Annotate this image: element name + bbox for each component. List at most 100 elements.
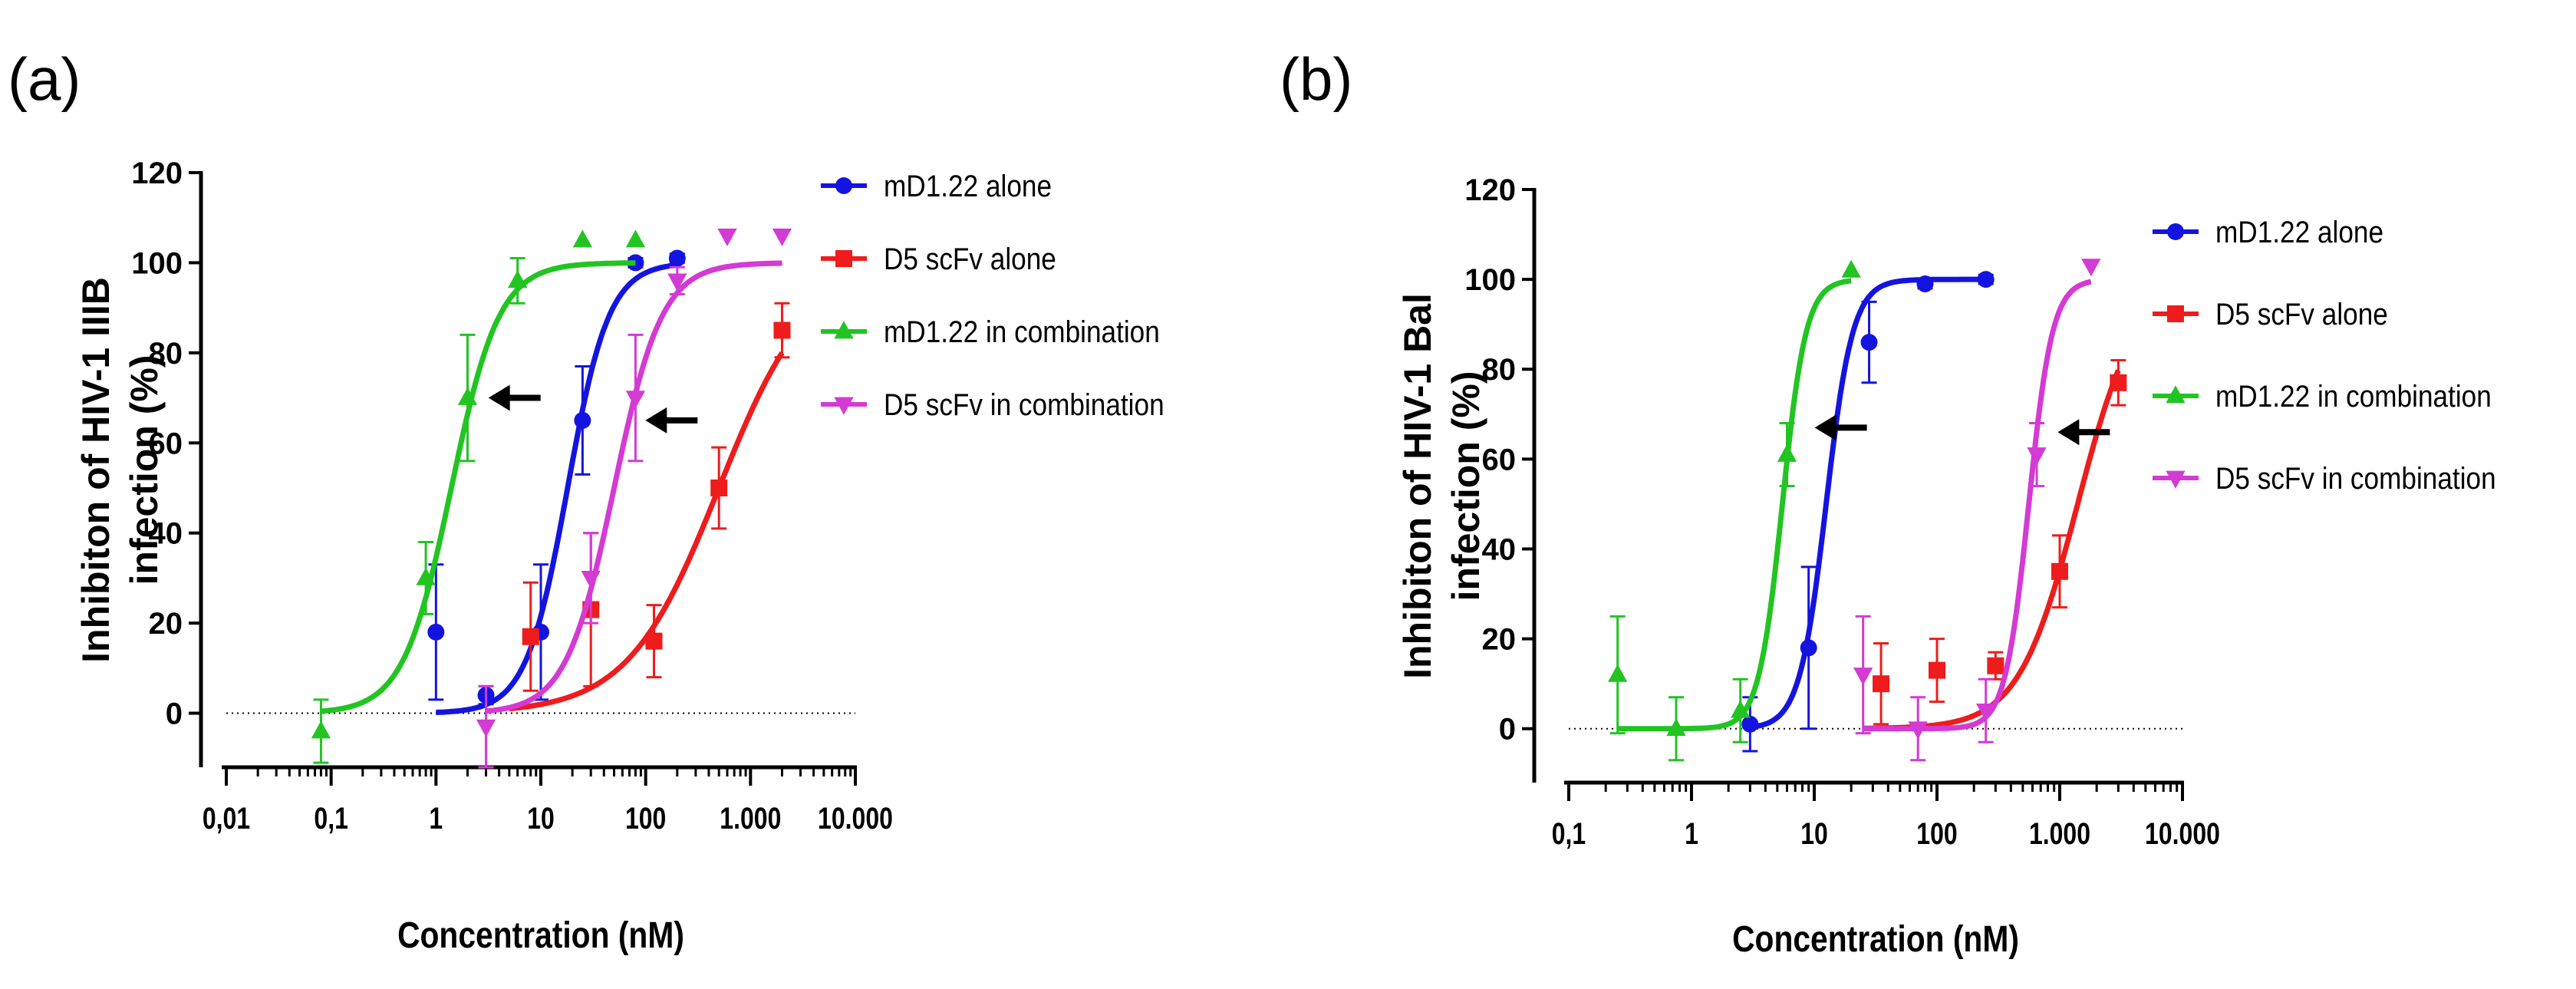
data-point [476,719,496,737]
series-d5-scfv-in-combination [1853,259,2101,762]
legend-label: D5 scFv alone [2215,297,2388,331]
arrow-annotation [2057,419,2110,446]
y-tick-label: 120 [131,157,183,190]
fit-curve [1749,276,1986,730]
data-point [1916,275,1934,292]
data-point [773,321,791,339]
data-point [2110,374,2127,391]
fit-curve [1863,369,2121,731]
x-tick-label: 1 [429,801,443,836]
y-tick-label: 40 [1482,532,1517,566]
data-point [772,228,792,246]
arrow-head [2057,419,2080,446]
y-axis-title-line1: Inhibiton of HIV-1 IIIB [74,277,117,663]
data-point [1860,334,1878,351]
arrow-annotation [488,384,541,411]
data-point [1929,661,1945,679]
fit-curve [509,351,785,712]
legend-label: mD1.22 in combination [2215,379,2492,414]
panel-b-label: (b) [1280,45,1353,113]
legend-label: mD1.22 alone [2215,215,2383,249]
x-tick-label: 1.000 [720,801,781,836]
data-point [1853,668,1873,686]
y-tick-label: 60 [149,427,183,460]
data-point [311,720,331,739]
legend-label: mD1.22 alone [884,169,1052,203]
y-tick-label: 40 [149,517,183,551]
arrow-head [1814,414,1836,441]
data-point [717,228,737,246]
series-d5-scfv-alone [1863,359,2127,731]
data-point [581,571,601,589]
y-axis-title-line2: infection (%) [1444,371,1487,602]
data-point [1741,715,1759,733]
fit-curve [436,262,678,715]
fit-curve [1863,279,2092,732]
legend-entry: D5 scFv alone [821,242,1056,276]
data-point [1987,657,2004,674]
data-point [1873,675,1890,693]
data-point [1608,664,1628,682]
x-axis-title: Concentration (nM) [1732,919,2019,960]
chart-panel-a: 0 20 40 60 80 100 120 0,01 0,1 1 10 100 1.000 10.000 C… [74,157,1164,956]
data-point [1666,717,1686,737]
data-point [574,411,591,429]
legend-entry: mD1.22 alone [821,169,1052,203]
legend-label: D5 scFv alone [884,242,1056,276]
y-tick-label: 60 [1482,443,1517,476]
x-tick-label: 0,1 [314,801,348,836]
arrow-annotation [1814,414,1867,441]
data-point [1731,700,1751,718]
x-tick-label: 1 [1685,816,1698,851]
data-point [2081,259,2101,277]
x-tick-label: 0,1 [1552,816,1586,851]
fit-curve [321,260,636,714]
x-tick-label: 10.000 [818,801,893,836]
legend-label: D5 scFv in combination [2215,461,2496,496]
x-tick-label: 0,01 [203,801,250,836]
data-point [416,567,436,585]
data-point [1976,703,1996,722]
data-point [508,270,528,288]
y-axis-title-line2: infection (%) [123,355,166,585]
legend-marker [835,177,852,194]
x-tick-label: 10.000 [2145,816,2220,851]
data-point [457,387,478,405]
legend-entry: mD1.22 in combination [2153,379,2492,414]
data-point [645,632,663,650]
panel-a-label: (a) [8,45,81,113]
legend-entry: D5 scFv alone [2153,297,2388,331]
y-tick-label: 20 [1482,623,1517,657]
series-md1-22-in-combination [1608,259,1861,762]
data-point [2027,447,2047,466]
x-tick-label: 10 [527,801,555,836]
data-point [1977,271,1995,288]
data-point [667,273,687,292]
y-tick-label: 80 [1482,353,1517,387]
legend-marker [2167,223,2184,240]
data-point [1908,721,1928,740]
fit-curve [1617,278,1852,732]
data-point [1777,443,1797,462]
x-tick-label: 100 [1916,816,1957,851]
data-point [572,229,593,248]
legend-marker [2166,385,2186,404]
legend-marker [834,321,854,339]
legend-entry: mD1.22 in combination [821,315,1160,348]
y-axis-title-line1: Inhibiton of HIV-1 Bal [1396,293,1439,679]
data-point [1841,259,1861,278]
data-point [427,623,445,641]
series-md1-22-alone [1741,271,1995,753]
series-md1-22-in-combination [311,229,646,764]
x-tick-label: 1.000 [2029,816,2090,851]
y-tick-label: 0 [1499,713,1516,747]
y-tick-label: 80 [149,337,183,371]
legend-label: D5 scFv in combination [884,387,1164,422]
y-tick-label: 0 [166,697,183,731]
legend-marker [2167,305,2184,322]
legend-marker [835,250,852,267]
x-axis-title: Concentration (nM) [397,915,684,956]
series-d5-scfv-in-combination [476,228,792,769]
legend-entry: D5 scFv in combination [2153,461,2496,496]
legend-marker [2166,470,2186,489]
